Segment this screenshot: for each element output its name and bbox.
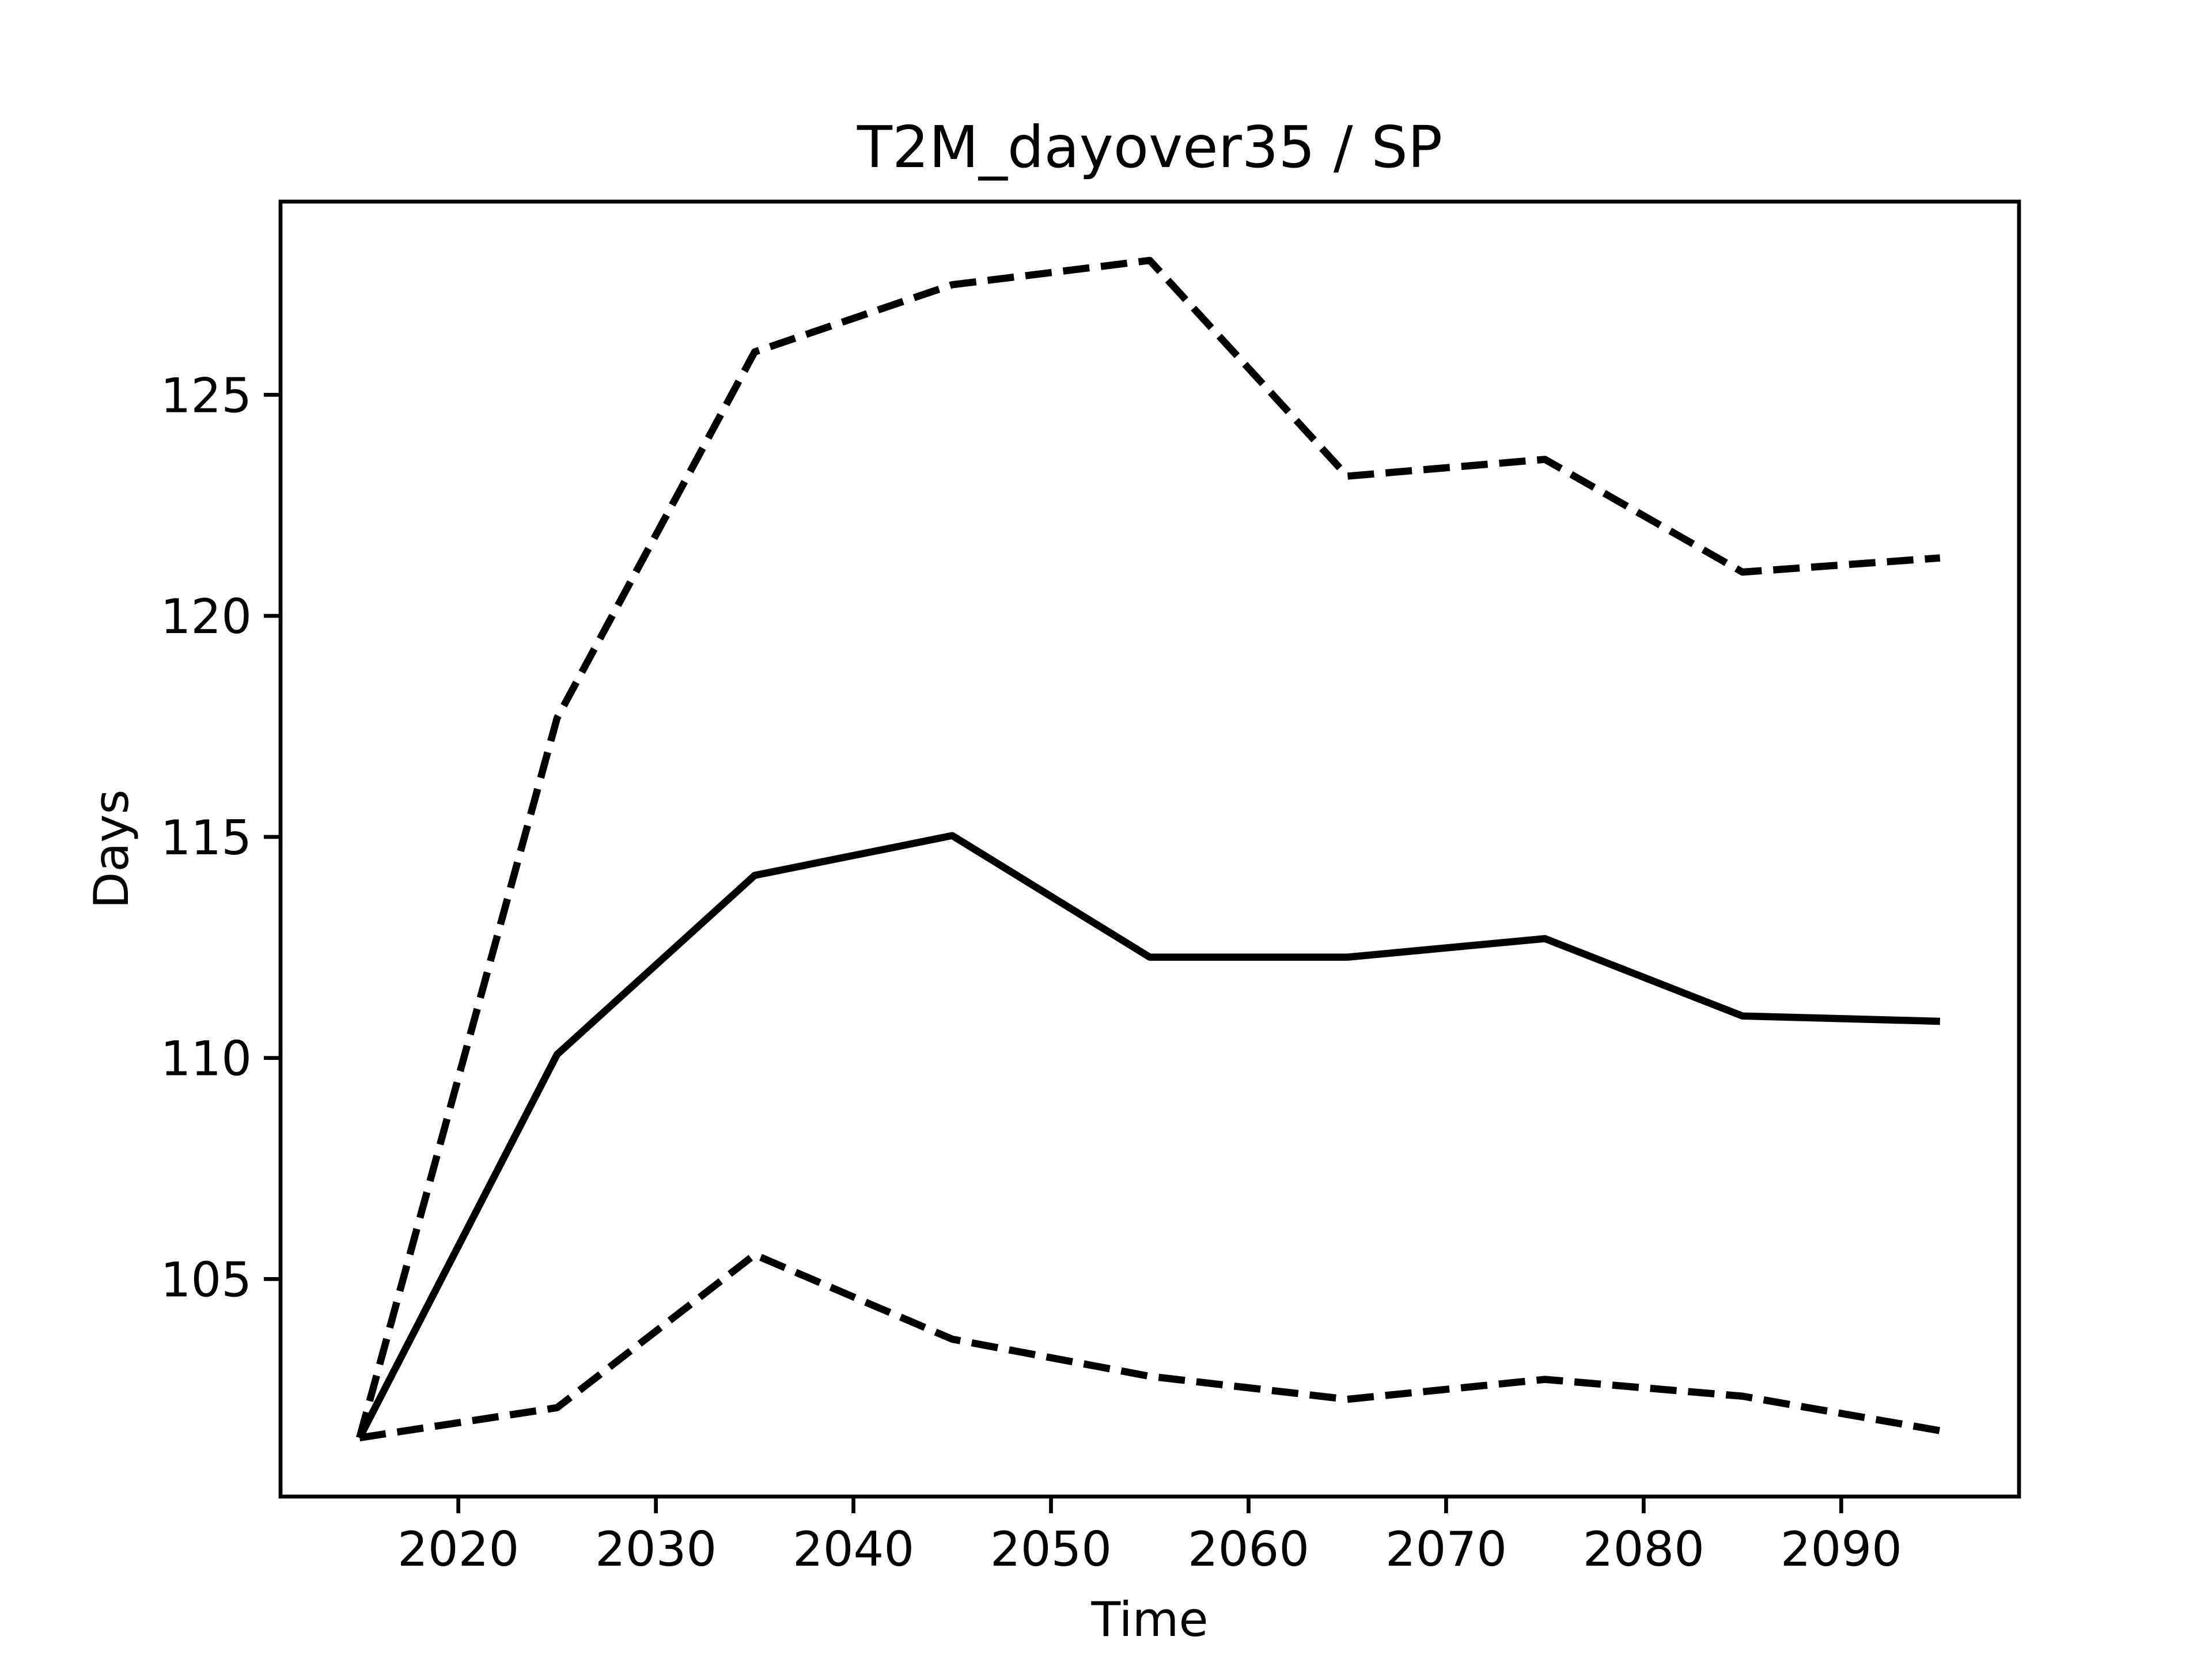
y-tick-label: 115	[161, 810, 252, 866]
x-axis-label: Time	[1090, 1592, 1208, 1647]
series-line	[356, 256, 1941, 1439]
x-tick-label: 2080	[1583, 1521, 1705, 1577]
x-tick-label: 2040	[793, 1521, 914, 1577]
x-tick-label: 2070	[1385, 1521, 1507, 1577]
y-tick-label: 105	[161, 1252, 252, 1308]
chart-title: T2M_dayover35 / SP	[857, 113, 1442, 181]
x-tick-label: 2030	[595, 1521, 717, 1577]
y-axis-label: Days	[84, 789, 139, 908]
x-tick-label: 2090	[1781, 1521, 1902, 1577]
x-tick-label: 2050	[990, 1521, 1112, 1577]
x-tick-label: 2060	[1188, 1521, 1309, 1577]
plot-frame	[278, 199, 2021, 1499]
series-line	[359, 1251, 1941, 1442]
y-tick-label: 125	[161, 368, 252, 423]
series-line	[356, 832, 1940, 1440]
y-tick-label: 120	[161, 589, 252, 645]
x-tick-label: 2020	[397, 1521, 519, 1577]
y-tick-label: 110	[161, 1031, 252, 1087]
